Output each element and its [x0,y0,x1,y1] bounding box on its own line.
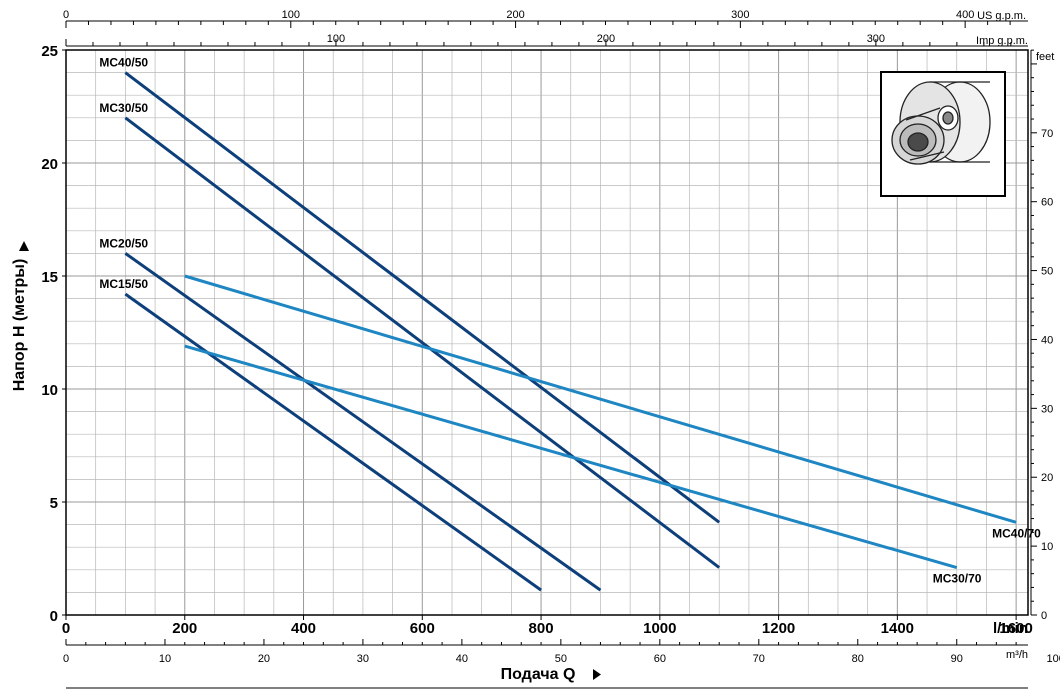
m3h-tick-label: 70 [753,653,765,665]
us-gpm-tick-label: 300 [731,9,749,21]
feet-tick-label: 10 [1041,541,1053,553]
feet-tick-label: 40 [1041,334,1053,346]
y-tick-label: 10 [41,382,58,399]
y-axis-title: Напор H (метры) [11,259,28,392]
series-label: MC30/50 [99,101,148,115]
us-gpm-tick-label: 400 [956,9,974,21]
m3h-tick-label: 60 [654,653,666,665]
m3h-tick-label: 30 [357,653,369,665]
x-tick-label: 1600 [999,620,1032,637]
m3h-unit-label: m³/h [1006,649,1028,661]
m3h-tick-label: 100 [1047,653,1060,665]
feet-tick-label: 20 [1041,472,1053,484]
x-tick-label: 400 [291,620,316,637]
y-tick-label: 15 [41,269,58,286]
series-line-mc40-50 [124,71,721,524]
m3h-tick-label: 40 [456,653,468,665]
series-label: MC15/50 [99,277,148,291]
m3h-tick-label: 80 [852,653,864,665]
feet-unit-label: feet [1036,51,1054,63]
pump-impeller-icon [880,71,1006,197]
series-line-mc15-50 [124,292,542,592]
bottom-axes: 0 200 400 600 800 1000 1200 1400 1600 0 10 20 30 40 50… [62,615,1060,665]
right-axis-feet: 0 10 20 30 40 50 60 70 [1030,49,1053,622]
x-tick-label: 1200 [762,620,795,637]
x-axis-arrow-icon [593,669,601,680]
series-line-mc30-50 [124,116,721,569]
x-axis-title: Подача Q [501,666,576,683]
plot-frame [65,49,1029,616]
us-gpm-tick-label: 100 [282,9,300,21]
imp-gpm-unit-label: Imp g.p.m. [976,35,1028,47]
y-tick-label: 25 [41,43,58,60]
m3h-tick-label: 50 [555,653,567,665]
m3h-tick-label: 0 [63,653,69,665]
series-label: MC40/50 [99,56,148,70]
series-line-mc40-70 [184,274,1017,524]
series-line-mc20-50 [124,252,602,592]
series-line-mc30-70 [184,344,958,569]
top-axes: 0 100 200 300 400 100 200 300 [63,9,1028,47]
x-tick-label: 800 [529,620,554,637]
y-tick-label: 0 [50,608,58,625]
series-label: MC40/70 [992,526,1041,540]
m3h-tick-label: 10 [159,653,171,665]
x-tick-label: 1400 [881,620,914,637]
m3h-tick-label: 90 [951,653,963,665]
imp-gpm-tick-label: 300 [867,33,885,45]
imp-gpm-tick-label: 100 [327,33,345,45]
y-axis-arrow-icon [19,241,29,251]
feet-tick-label: 50 [1041,266,1053,278]
series-label: MC30/70 [933,572,982,586]
us-gpm-tick-label: 200 [506,9,524,21]
y-tick-label: 20 [41,156,58,173]
series-label: MC20/50 [99,236,148,250]
us-gpm-tick-label: 0 [63,9,69,21]
left-axis-head: 0 5 10 15 20 25 [41,43,66,625]
feet-tick-label: 0 [1041,610,1047,622]
lmin-unit-label: l/min [993,620,1028,637]
series-lines: MC40/50 MC30/50 MC20/50 MC15/50 MC40/70 MC30/… [99,56,1041,592]
us-gpm-unit-label: US g.p.m. [977,10,1026,22]
feet-tick-label: 30 [1041,403,1053,415]
x-tick-label: 0 [62,620,70,637]
m3h-tick-label: 20 [258,653,270,665]
y-tick-label: 5 [50,495,58,512]
x-tick-label: 1000 [643,620,676,637]
x-tick-label: 200 [172,620,197,637]
x-tick-label: 600 [410,620,435,637]
feet-tick-label: 70 [1041,128,1053,140]
feet-tick-label: 60 [1041,197,1053,209]
imp-gpm-tick-label: 200 [597,33,615,45]
